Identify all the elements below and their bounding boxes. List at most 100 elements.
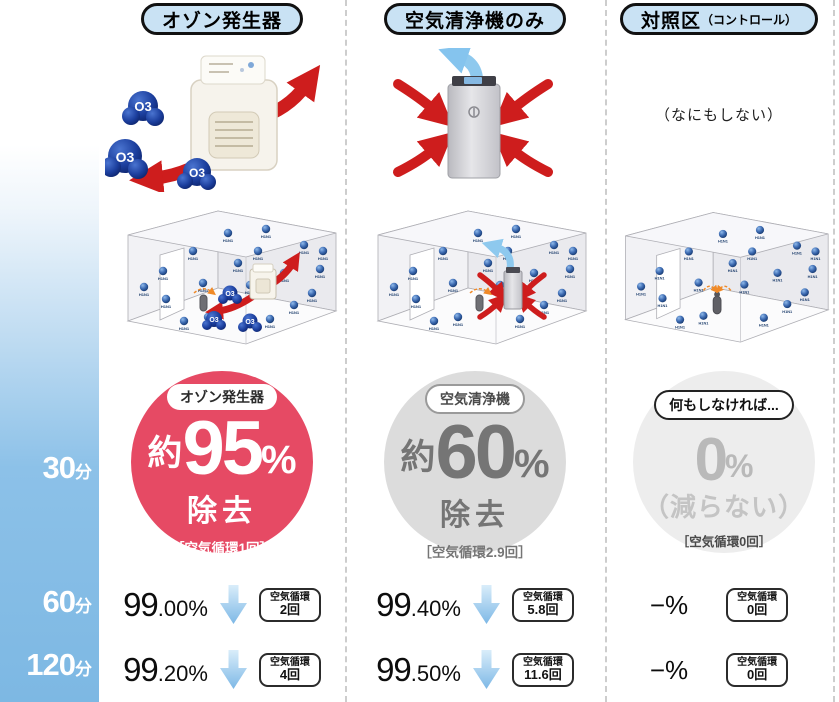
result-circle-purifier: 空気清浄機 約 60% 除去 ［空気循環2.9回］ xyxy=(384,371,566,560)
result-circle-control: 何もしなければ... 0% （減らない） ［空気循環0回］ xyxy=(633,371,815,553)
column3-header-label: 対照区 xyxy=(640,10,701,32)
svg-text:H1N1: H1N1 xyxy=(792,250,803,255)
column3-header-pill: 対照区 （コントロール） xyxy=(619,3,819,35)
circulation-count: 4回 xyxy=(279,667,301,683)
o3-molecule-icon: O3 xyxy=(177,158,216,190)
air-purifier-illustration xyxy=(393,48,553,179)
svg-text:H1N1: H1N1 xyxy=(549,250,560,255)
svg-text:H1N1: H1N1 xyxy=(253,256,264,261)
column2-header-pill: 空気清浄機のみ xyxy=(383,3,566,35)
svg-text:H1N1: H1N1 xyxy=(139,292,150,297)
svg-text:H1N1: H1N1 xyxy=(698,321,709,326)
time-label-60min: 60分 xyxy=(0,584,97,620)
column-divider xyxy=(345,0,347,702)
svg-text:H1N1: H1N1 xyxy=(728,268,739,273)
o3-label: O3 xyxy=(245,319,254,326)
rate-value: 0 xyxy=(694,426,728,493)
rate-dec: .50% xyxy=(410,661,461,686)
circle-badge: オゾン発生器 xyxy=(167,384,277,410)
svg-text:H1N1: H1N1 xyxy=(188,256,199,261)
circulation-box: 空気循環 0回 xyxy=(726,587,789,623)
removal-rate: 約 60% xyxy=(400,415,549,491)
column-divider xyxy=(833,0,835,702)
svg-text:H1N1: H1N1 xyxy=(318,256,329,261)
column3-header-sublabel: （コントロール） xyxy=(701,12,798,27)
down-arrow-icon xyxy=(472,650,500,689)
svg-text:H1N1: H1N1 xyxy=(473,238,484,243)
removal-rate: 約 95% xyxy=(147,411,297,487)
svg-text:H1N1: H1N1 xyxy=(408,276,419,281)
circulation-note: ［空気循環2.9回］ xyxy=(418,544,532,560)
time-unit: 分 xyxy=(75,660,92,679)
rate-dec: .20% xyxy=(157,661,208,686)
o3-molecule-icon: O3 xyxy=(105,139,148,179)
svg-text:H1N1: H1N1 xyxy=(759,322,770,327)
svg-text:H1N1: H1N1 xyxy=(389,292,400,297)
time-label-30min: 30分 xyxy=(0,450,97,486)
svg-text:H1N1: H1N1 xyxy=(453,322,464,327)
circulation-label: 空気循環 xyxy=(522,656,563,668)
o3-label: O3 xyxy=(209,317,218,324)
row-60min-ozone: 99.00% 空気循環 2回 xyxy=(99,580,345,630)
time-label-120min: 120分 xyxy=(0,647,97,683)
o3-molecule-icon: O3 xyxy=(122,91,164,126)
do-nothing-note: （なにもしない） xyxy=(654,107,783,124)
removal-rate-120min: 99.20% xyxy=(123,651,208,689)
svg-text:H1N1: H1N1 xyxy=(483,268,494,273)
ozone-generator-illustration: O3 O3 O3 xyxy=(105,55,321,192)
svg-text:H1N1: H1N1 xyxy=(223,238,234,243)
circulation-label: 空気循環 xyxy=(522,591,563,603)
svg-text:H1N1: H1N1 xyxy=(511,234,522,239)
percent-sign: % xyxy=(260,437,297,482)
removal-rate-120min: 99.50% xyxy=(376,651,461,689)
svg-text:H1N1: H1N1 xyxy=(515,324,526,329)
svg-text:H1N1: H1N1 xyxy=(800,297,811,302)
o3-molecule-icon: O3 xyxy=(218,285,242,304)
svg-text:H1N1: H1N1 xyxy=(429,326,440,331)
svg-text:H1N1: H1N1 xyxy=(747,256,758,261)
svg-text:H1N1: H1N1 xyxy=(539,310,550,315)
room-control: H1N1 H1N1 H1N1 H1N1 H1N1 H1N1 H1N1 H1N1 H1N1 H1N1… xyxy=(624,211,830,343)
svg-text:H1N1: H1N1 xyxy=(448,288,459,293)
svg-text:H1N1: H1N1 xyxy=(565,274,576,279)
circle-badge: 何もしなければ... xyxy=(654,390,794,420)
svg-text:H1N1: H1N1 xyxy=(279,278,290,283)
o3-label: O3 xyxy=(134,99,151,114)
ozone-generator-device xyxy=(190,55,278,171)
svg-text:H1N1: H1N1 xyxy=(265,324,276,329)
svg-text:H1N1: H1N1 xyxy=(411,304,422,309)
svg-text:H1N1: H1N1 xyxy=(658,303,669,308)
circulation-note: ［空気循環0回］ xyxy=(676,535,772,549)
svg-text:H1N1: H1N1 xyxy=(773,278,784,283)
time-value: 120 xyxy=(26,647,76,682)
circulation-count: 0回 xyxy=(747,602,768,618)
column-divider xyxy=(605,0,607,702)
circulation-label: 空気循環 xyxy=(269,591,310,603)
svg-text:H1N1: H1N1 xyxy=(755,235,766,240)
svg-text:H1N1: H1N1 xyxy=(557,298,568,303)
removal-rate-120min: −% xyxy=(649,654,689,685)
svg-text:H1N1: H1N1 xyxy=(233,268,244,273)
svg-text:H1N1: H1N1 xyxy=(438,256,449,261)
removal-rate: 0% xyxy=(694,426,754,493)
row-60min-control: −% 空気循環 0回 xyxy=(605,580,833,630)
o3-molecule-icon: O3 xyxy=(202,311,226,330)
circulation-box: 空気循環 4回 xyxy=(258,652,321,688)
column1-header-label: オゾン発生器 xyxy=(161,10,282,32)
time-value: 60 xyxy=(42,584,76,619)
removal-label: 除去 xyxy=(440,498,510,532)
rate-int: 99 xyxy=(376,586,412,623)
removal-label: （減らない） xyxy=(642,492,805,522)
room-walls-and-viruses: H1N1 H1N1 H1N1 H1N1 H1N1 H1N1 H1N1 H1N1 H1N1 H1N1… xyxy=(126,210,338,345)
svg-text:H1N1: H1N1 xyxy=(694,287,705,292)
rate-int: 99 xyxy=(376,651,412,688)
removal-rate-60min: −% xyxy=(649,589,689,620)
room-fan-icon xyxy=(193,287,216,312)
circulation-box: 空気循環 0回 xyxy=(726,652,789,688)
room-walls-and-viruses: H1N1 H1N1 H1N1 H1N1 H1N1 H1N1 H1N1 H1N1 H1N1 H1N1… xyxy=(624,211,830,343)
room-ozone: H1N1 H1N1 H1N1 H1N1 H1N1 H1N1 H1N1 H1N1 H1N1 H1N1… xyxy=(126,210,338,345)
svg-text:H1N1: H1N1 xyxy=(739,289,750,294)
o3-label: O3 xyxy=(189,166,205,180)
removal-rate-60min: 99.40% xyxy=(376,586,461,624)
